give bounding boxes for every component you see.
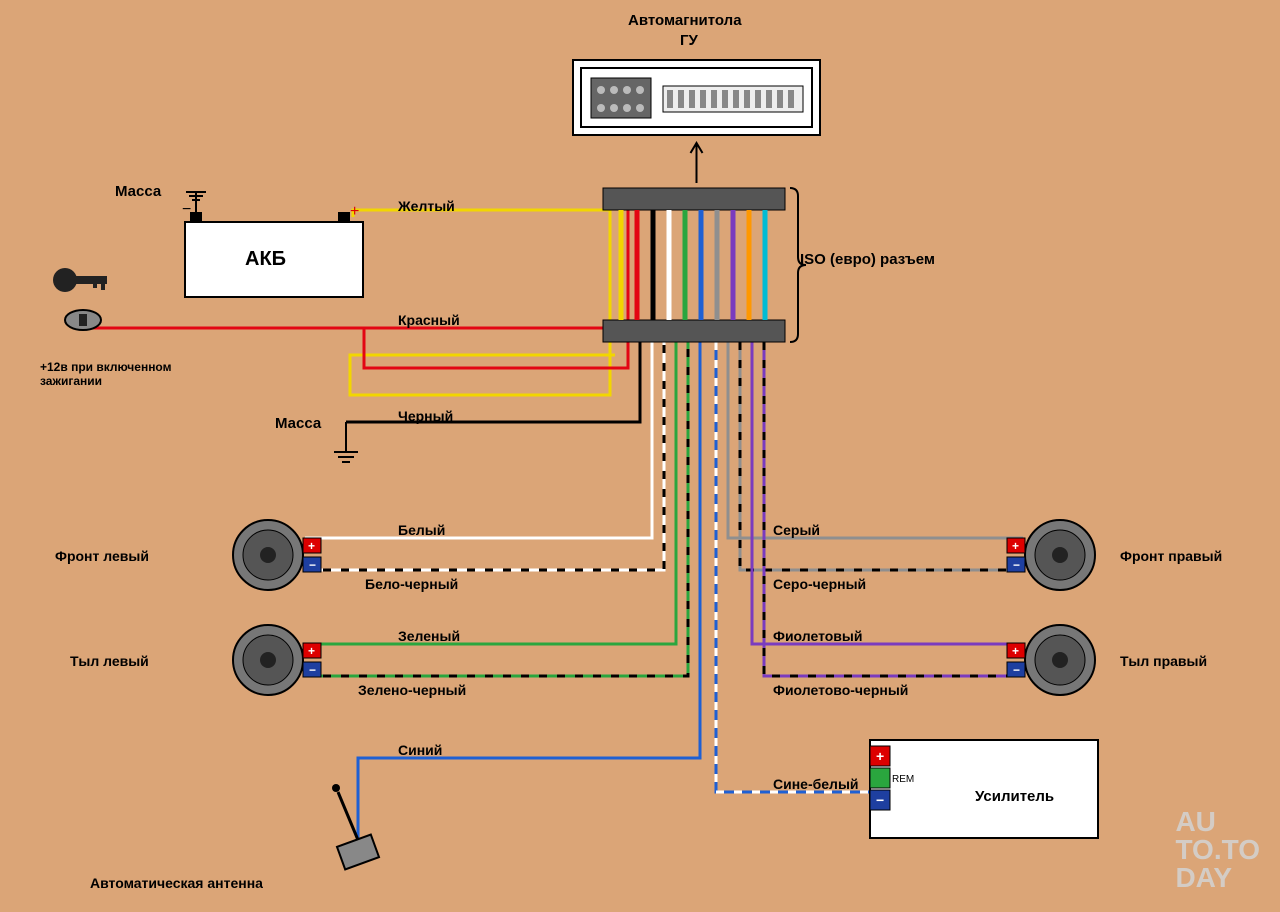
wire-label-violet: Фиолетовый: [773, 628, 862, 644]
wiring-svg: −++−+−+−+−+REM−: [0, 0, 1280, 912]
amp-label: Усилитель: [975, 788, 1054, 805]
wire-label-violet-black: Фиолетово-черный: [773, 682, 908, 698]
wire-label-white: Белый: [398, 522, 445, 538]
speaker-label-rear-left: Тыл левый: [70, 653, 149, 669]
svg-text:−: −: [309, 558, 316, 572]
svg-text:+: +: [308, 644, 315, 658]
speaker-label-front-right: Фронт правый: [1120, 548, 1222, 564]
battery-label: АКБ: [245, 248, 286, 271]
svg-text:−: −: [876, 792, 884, 808]
wire-label-blue-white: Сине-белый: [773, 776, 859, 792]
battery-ground-label: Масса: [115, 183, 161, 200]
wire-label-yellow: Желтый: [398, 198, 455, 214]
wire-label-white-black: Бело-черный: [365, 576, 458, 592]
wire-label-green: Зеленый: [398, 628, 460, 644]
antenna-label: Автоматическая антенна: [90, 875, 263, 891]
speaker-label-rear-right: Тыл правый: [1120, 653, 1207, 669]
ignition-label: +12в при включенном зажигании: [40, 360, 171, 388]
svg-text:−: −: [309, 663, 316, 677]
svg-text:+: +: [350, 203, 359, 220]
iso-label: ISO (евро) разъем: [800, 251, 935, 268]
wire-label-black: Черный: [398, 408, 453, 424]
svg-text:+: +: [876, 748, 884, 764]
svg-text:REM: REM: [892, 774, 914, 785]
head-unit-sub: ГУ: [680, 32, 698, 49]
svg-text:+: +: [308, 539, 315, 553]
svg-text:−: −: [1013, 663, 1020, 677]
svg-text:+: +: [1012, 644, 1019, 658]
watermark: AUTO.TODAY: [1175, 808, 1260, 892]
wire-label-green-black: Зелено-черный: [358, 682, 466, 698]
wire-label-grey: Серый: [773, 522, 820, 538]
wire-label-blue: Синий: [398, 742, 442, 758]
wire-label-red: Красный: [398, 312, 460, 328]
svg-text:−: −: [182, 201, 191, 218]
wire-label-grey-black: Серо-черный: [773, 576, 866, 592]
speaker-label-front-left: Фронт левый: [55, 548, 149, 564]
ground-label: Масса: [275, 415, 321, 432]
svg-text:−: −: [1013, 558, 1020, 572]
svg-text:+: +: [1012, 539, 1019, 553]
head-unit-title: Автомагнитола: [628, 12, 742, 29]
